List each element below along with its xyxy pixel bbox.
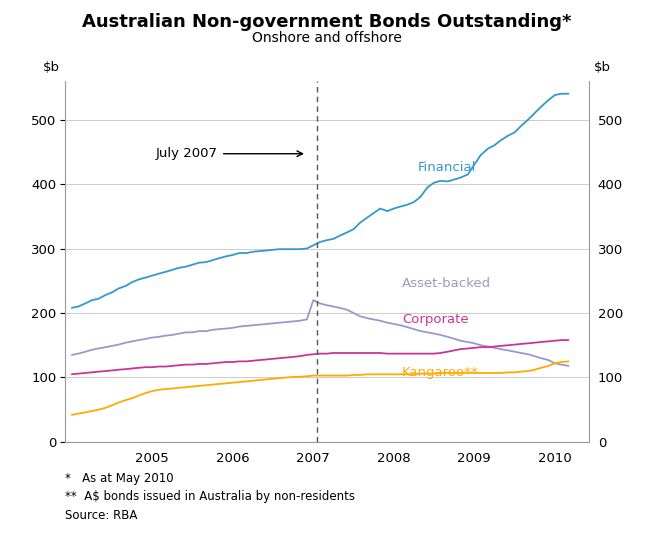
Text: $b: $b xyxy=(43,60,60,74)
Text: **  A$ bonds issued in Australia by non-residents: ** A$ bonds issued in Australia by non-r… xyxy=(65,490,355,503)
Text: Australian Non-government Bonds Outstanding*: Australian Non-government Bonds Outstand… xyxy=(82,13,572,31)
Text: Corporate: Corporate xyxy=(402,313,468,326)
Text: Asset-backed: Asset-backed xyxy=(402,277,491,290)
Text: *   As at May 2010: * As at May 2010 xyxy=(65,472,174,485)
Text: July 2007: July 2007 xyxy=(156,147,218,160)
Text: $b: $b xyxy=(594,60,611,74)
Text: Source: RBA: Source: RBA xyxy=(65,509,138,522)
Text: Onshore and offshore: Onshore and offshore xyxy=(252,31,402,45)
Text: Kangaroo**: Kangaroo** xyxy=(402,366,479,379)
Text: Financial: Financial xyxy=(418,161,476,175)
